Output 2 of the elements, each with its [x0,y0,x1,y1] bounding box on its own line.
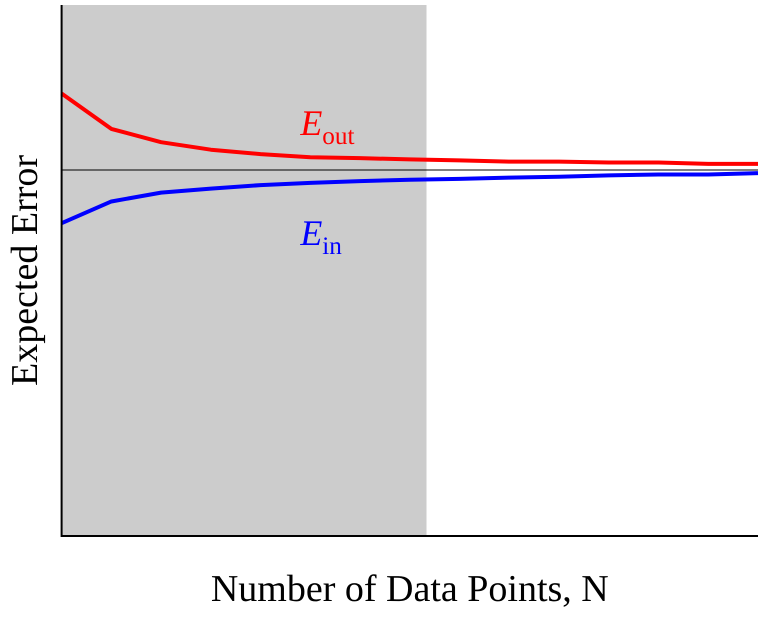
y-axis-title: Expected Error [4,154,46,386]
x-axis-title: Number of Data Points, N [210,568,609,610]
